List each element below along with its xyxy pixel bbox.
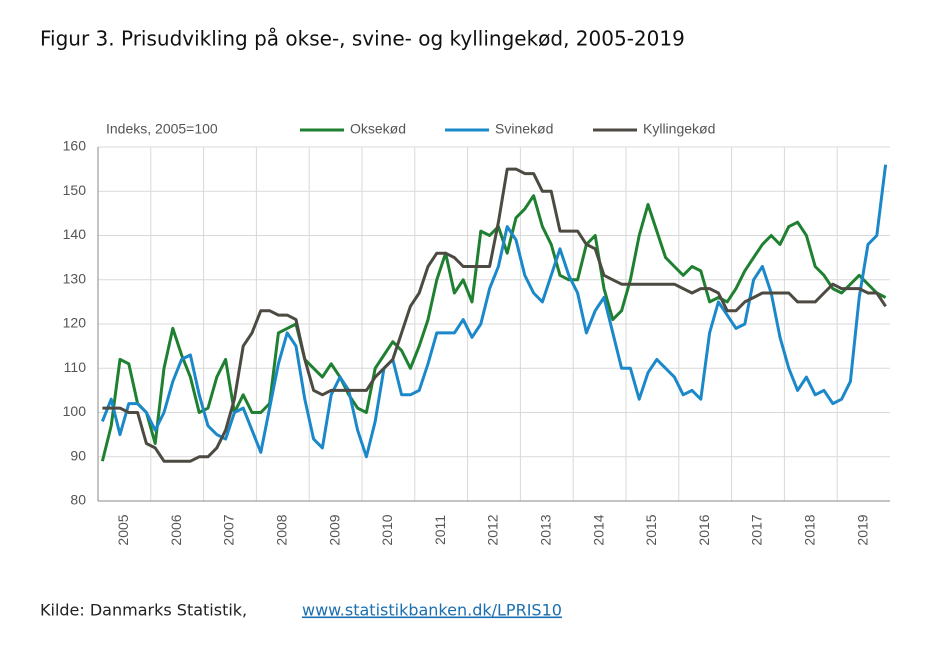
x-tick-label: 2017 bbox=[749, 514, 765, 545]
x-tick-label: 2014 bbox=[590, 514, 606, 545]
x-tick-label: 2013 bbox=[538, 514, 554, 545]
x-tick-label: 2012 bbox=[485, 514, 501, 545]
y-tick-label: 90 bbox=[70, 447, 86, 463]
legend-label: Oksekød bbox=[350, 121, 406, 137]
y-tick-label: 120 bbox=[63, 315, 87, 331]
y-axis-label: Indeks, 2005=100 bbox=[106, 121, 218, 137]
legend-label: Svinekød bbox=[495, 121, 553, 137]
series-line bbox=[102, 167, 887, 463]
x-tick-label: 2018 bbox=[802, 514, 818, 545]
y-tick-label: 160 bbox=[63, 138, 87, 154]
y-tick-label: 130 bbox=[63, 270, 87, 286]
y-tick-label: 140 bbox=[63, 226, 87, 242]
x-tick-label: 2008 bbox=[274, 514, 290, 545]
source-link[interactable]: www.statistikbanken.dk/LPRIS10 bbox=[302, 601, 562, 620]
x-tick-label: 2009 bbox=[326, 514, 342, 545]
y-tick-label: 150 bbox=[63, 182, 87, 198]
x-tick-label: 2019 bbox=[854, 514, 870, 545]
x-tick-label: 2007 bbox=[221, 514, 237, 545]
x-tick-label: 2006 bbox=[168, 514, 184, 545]
y-tick-label: 110 bbox=[64, 359, 87, 375]
x-tick-label: 2015 bbox=[643, 514, 659, 545]
legend-label: Kyllingekød bbox=[643, 121, 715, 137]
series-line bbox=[101, 164, 888, 459]
x-tick-label: 2005 bbox=[115, 514, 131, 545]
y-tick-label: 100 bbox=[63, 403, 87, 419]
chart-title: Figur 3. Prisudvikling på okse-, svine- … bbox=[40, 27, 685, 51]
x-tick-label: 2010 bbox=[379, 514, 395, 545]
x-tick-label: 2016 bbox=[696, 514, 712, 545]
y-tick-label: 80 bbox=[70, 492, 86, 508]
x-tick-label: 2011 bbox=[432, 515, 448, 545]
source-text: Kilde: Danmarks Statistik, bbox=[40, 601, 247, 620]
